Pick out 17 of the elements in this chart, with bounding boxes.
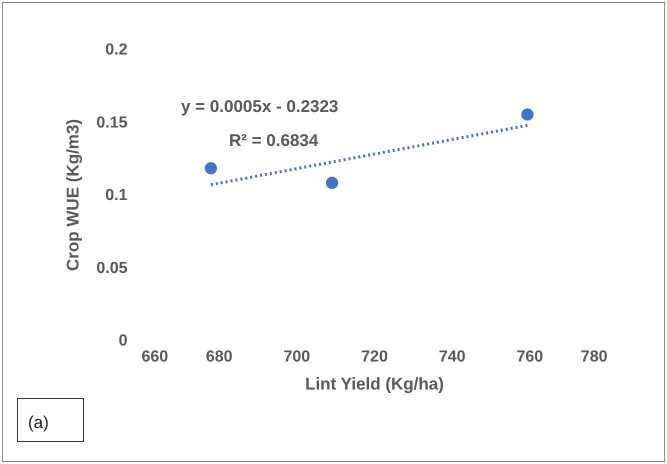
x-tick-label: 760 [516, 348, 544, 366]
text: (a) [17, 398, 84, 442]
annotation: y = 0.0005x - 0.2323 [181, 97, 338, 116]
x-axis-title: Lint Yield (Kg/ha) [305, 374, 444, 394]
annotation: R² = 0.6834 [229, 131, 319, 150]
y-tick-label: 0.05 [96, 260, 128, 277]
y-tick-label: 0.1 [105, 187, 128, 204]
x-tick-label: 740 [438, 348, 466, 366]
x-tick-label: 680 [206, 348, 233, 366]
x-tick-label: 720 [361, 348, 388, 366]
x-tick-label: 660 [142, 348, 168, 366]
y-tick-label: 0.15 [96, 114, 128, 132]
x-tick-label: 700 [283, 348, 310, 366]
y-tick-label: 0.2 [105, 42, 128, 58]
x-tick-label: 780 [580, 348, 608, 366]
y-tick-label: 0 [118, 332, 128, 350]
y-axis-title: Crop WUE (Kg/m3) [63, 118, 82, 272]
